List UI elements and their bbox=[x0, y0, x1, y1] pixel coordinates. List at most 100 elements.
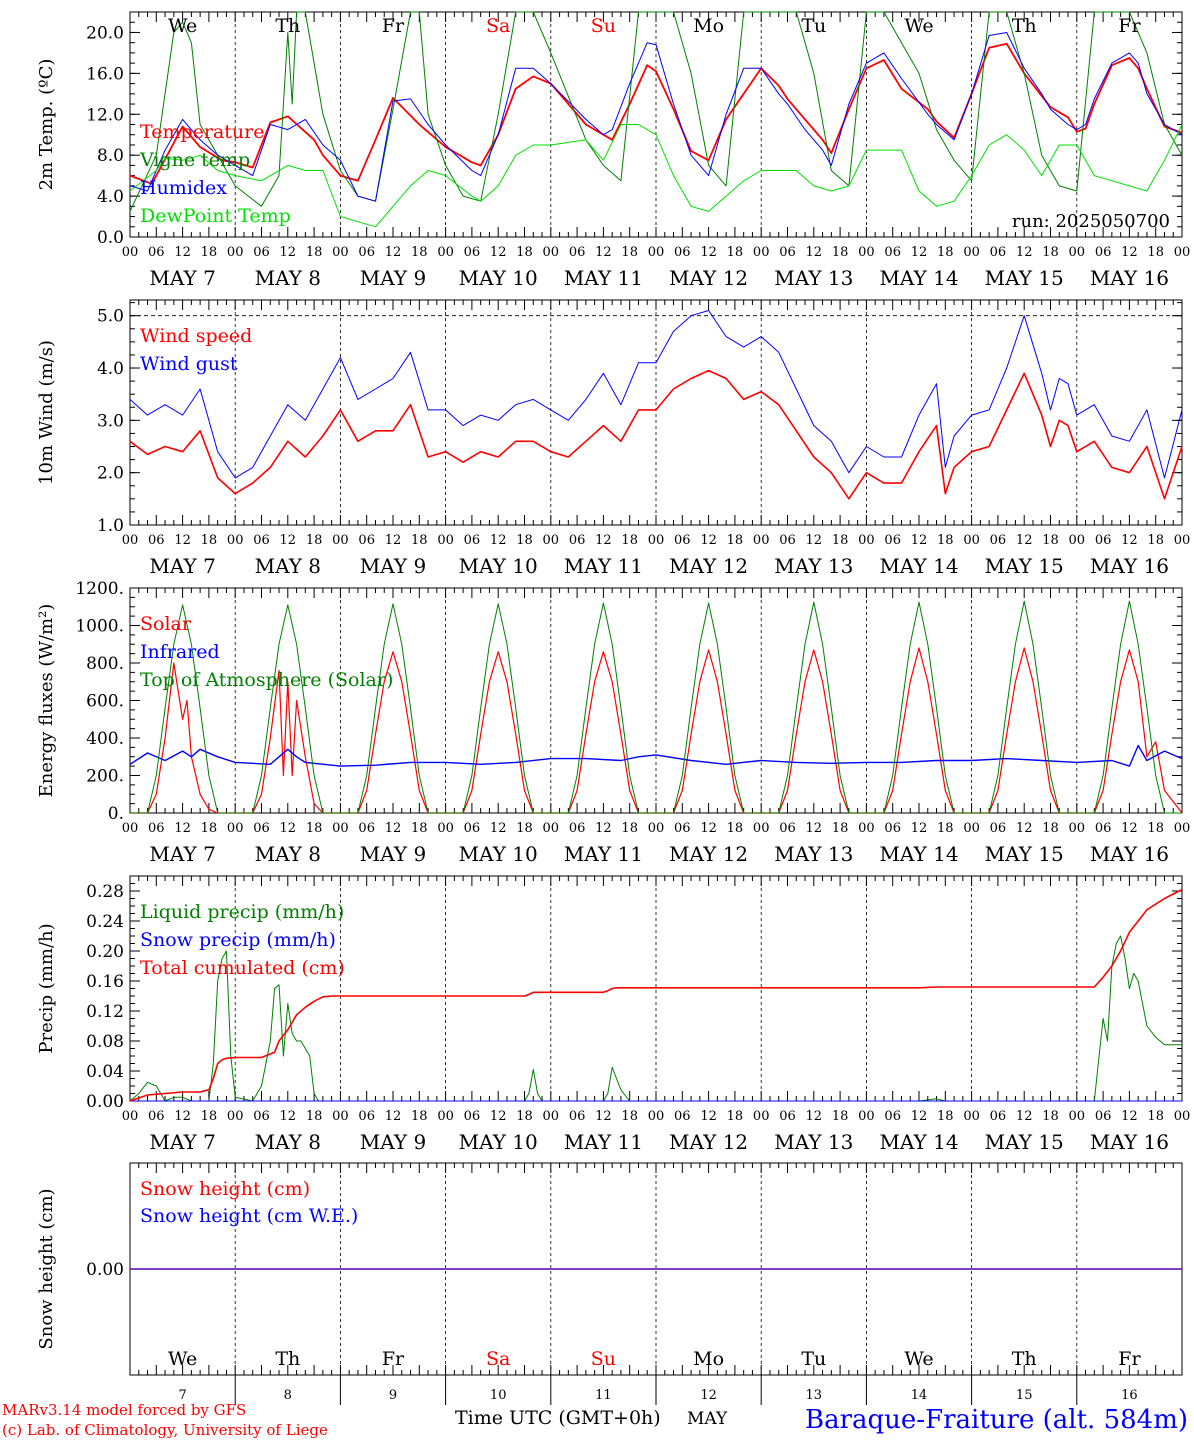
y-tick-label: 0.08 bbox=[86, 1032, 124, 1052]
hour-tick-label: 12 bbox=[1121, 245, 1138, 260]
day-name: Th bbox=[275, 1348, 300, 1370]
hour-tick-label: 00 bbox=[648, 821, 665, 836]
hour-tick-label: 12 bbox=[1016, 1109, 1033, 1124]
y-tick-label: 12.0 bbox=[86, 105, 124, 125]
y-axis-label: Snow height (cm) bbox=[36, 1188, 57, 1349]
date-label: MAY 12 bbox=[669, 1130, 748, 1154]
x-axis-label: Time UTC (GMT+0h) bbox=[455, 1407, 661, 1429]
panel-3: 0. 200. 400. 600. 800. 1000. 1200. Energy fluxe… bbox=[36, 579, 1190, 866]
hour-tick-label: 06 bbox=[1095, 245, 1112, 260]
date-label: MAY 12 bbox=[669, 842, 748, 866]
date-label: MAY 11 bbox=[564, 554, 643, 578]
hour-tick-label: 12 bbox=[1121, 821, 1138, 836]
hour-tick-label: 00 bbox=[1174, 533, 1191, 548]
hour-tick-label: 00 bbox=[963, 821, 980, 836]
hour-tick-label: 06 bbox=[148, 245, 165, 260]
day-number: 13 bbox=[806, 1388, 823, 1403]
hour-tick-label: 00 bbox=[227, 533, 244, 548]
panel-1: 0.0 4.0 8.0 12.0 16.0 20.0 2m Temp. (ºC) Temper… bbox=[36, 11, 1190, 290]
legend-entry: Solar bbox=[140, 613, 192, 635]
hour-tick-label: 12 bbox=[700, 533, 717, 548]
hour-tick-label: 00 bbox=[963, 245, 980, 260]
date-label: MAY 7 bbox=[149, 1130, 215, 1154]
hour-tick-label: 12 bbox=[385, 533, 402, 548]
hour-tick-label: 06 bbox=[464, 1109, 481, 1124]
hour-tick-label: 06 bbox=[464, 821, 481, 836]
hour-tick-label: 06 bbox=[884, 533, 901, 548]
hour-tick-label: 06 bbox=[674, 1109, 691, 1124]
date-label: MAY 10 bbox=[459, 1130, 538, 1154]
y-tick-label: 0.00 bbox=[86, 1092, 124, 1112]
hour-tick-label: 00 bbox=[332, 1109, 349, 1124]
y-tick-label: 3.0 bbox=[97, 411, 124, 431]
model-credit: MARv3.14 model forced by GFS bbox=[2, 1401, 246, 1419]
hour-tick-label: 12 bbox=[174, 821, 191, 836]
day-number: 9 bbox=[389, 1388, 397, 1403]
hour-tick-label: 00 bbox=[858, 533, 875, 548]
y-tick-label: 4.0 bbox=[97, 187, 124, 207]
hour-tick-label: 12 bbox=[385, 1109, 402, 1124]
day-name: We bbox=[168, 1348, 197, 1370]
hour-tick-label: 12 bbox=[700, 821, 717, 836]
legend-entry: Liquid precip (mm/h) bbox=[140, 901, 344, 923]
hour-tick-label: 18 bbox=[1147, 245, 1164, 260]
hour-tick-label: 06 bbox=[674, 821, 691, 836]
day-name: Fr bbox=[1118, 15, 1141, 37]
date-label: MAY 13 bbox=[774, 842, 853, 866]
day-name: Fr bbox=[382, 1348, 405, 1370]
y-tick-label: 800. bbox=[86, 654, 124, 674]
hour-tick-label: 18 bbox=[1042, 533, 1059, 548]
y-tick-label: 2.0 bbox=[97, 464, 124, 484]
date-label: MAY 13 bbox=[774, 1130, 853, 1154]
day-name: We bbox=[904, 1348, 933, 1370]
date-label: MAY 12 bbox=[669, 266, 748, 290]
hour-tick-label: 06 bbox=[779, 1109, 796, 1124]
day-name: We bbox=[168, 15, 197, 37]
day-number: 8 bbox=[284, 1388, 292, 1403]
hour-tick-label: 06 bbox=[358, 821, 375, 836]
hour-tick-label: 06 bbox=[884, 245, 901, 260]
hour-tick-label: 18 bbox=[937, 533, 954, 548]
hour-tick-label: 12 bbox=[806, 1109, 823, 1124]
hour-tick-label: 00 bbox=[963, 533, 980, 548]
date-label: MAY 15 bbox=[985, 554, 1064, 578]
hour-tick-label: 06 bbox=[148, 821, 165, 836]
hour-tick-label: 06 bbox=[358, 533, 375, 548]
date-label: MAY 16 bbox=[1090, 842, 1169, 866]
hour-tick-label: 18 bbox=[1042, 821, 1059, 836]
hour-tick-label: 00 bbox=[122, 1109, 139, 1124]
day-number: 14 bbox=[911, 1388, 928, 1403]
hour-tick-label: 12 bbox=[595, 245, 612, 260]
y-tick-label: 0.28 bbox=[86, 882, 124, 902]
hour-tick-label: 00 bbox=[1069, 533, 1086, 548]
panel-2: 1.0 2.0 3.0 4.0 5.0 10m Wind (m/s) Wind speed W… bbox=[36, 299, 1191, 578]
hour-tick-label: 12 bbox=[385, 821, 402, 836]
day-number: 7 bbox=[178, 1388, 186, 1403]
hour-tick-label: 00 bbox=[437, 533, 454, 548]
date-label: MAY 10 bbox=[459, 554, 538, 578]
hour-tick-label: 12 bbox=[806, 533, 823, 548]
hour-tick-label: 18 bbox=[201, 1109, 218, 1124]
hour-tick-label: 00 bbox=[648, 1109, 665, 1124]
date-label: MAY 8 bbox=[255, 554, 321, 578]
hour-tick-label: 18 bbox=[621, 1109, 638, 1124]
hour-tick-label: 12 bbox=[595, 533, 612, 548]
legend-entry: Top of Atmosphere (Solar) bbox=[140, 669, 393, 691]
hour-tick-label: 06 bbox=[779, 245, 796, 260]
hour-tick-label: 00 bbox=[227, 245, 244, 260]
legend-entry: Snow height (cm W.E.) bbox=[140, 1205, 358, 1227]
hour-tick-label: 06 bbox=[464, 533, 481, 548]
day-name: Th bbox=[1012, 1348, 1037, 1370]
hour-tick-label: 12 bbox=[385, 245, 402, 260]
y-tick-label: 0.00 bbox=[86, 1260, 124, 1280]
hour-tick-label: 12 bbox=[700, 1109, 717, 1124]
legend-entry: Snow height (cm) bbox=[140, 1178, 310, 1200]
y-tick-label: 0.12 bbox=[86, 1002, 124, 1022]
hour-tick-label: 00 bbox=[332, 533, 349, 548]
legend-entry: Humidex bbox=[140, 177, 227, 199]
hour-tick-label: 06 bbox=[990, 821, 1007, 836]
hour-tick-label: 00 bbox=[227, 1109, 244, 1124]
hour-tick-label: 00 bbox=[1174, 821, 1191, 836]
date-label: MAY 9 bbox=[360, 842, 426, 866]
hour-tick-label: 06 bbox=[1095, 1109, 1112, 1124]
